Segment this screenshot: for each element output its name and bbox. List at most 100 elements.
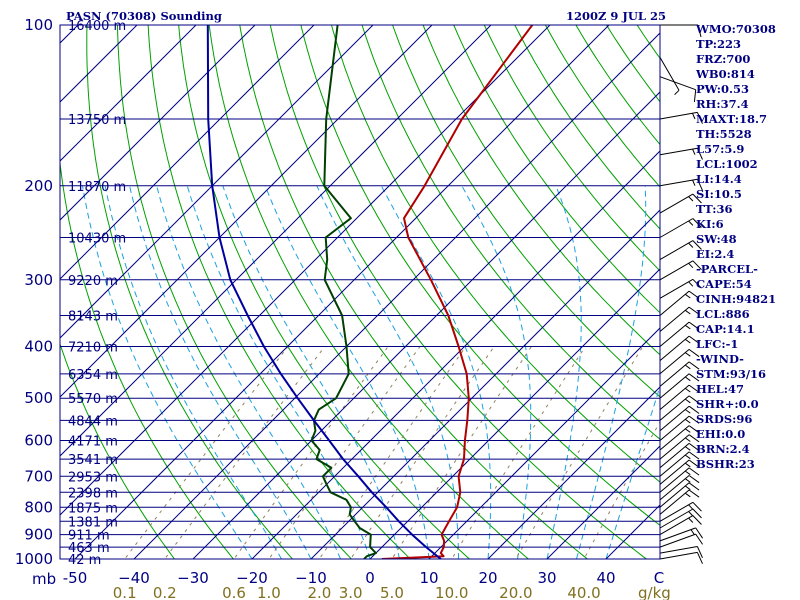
- wind-barb: [659, 546, 703, 559]
- wind-barb: [659, 551, 703, 564]
- plot-frame: [59, 24, 661, 560]
- isotherm: [369, 268, 660, 559]
- height-label: 11870 m: [68, 180, 126, 195]
- index-value: CAPE:54: [696, 277, 752, 291]
- mixing-ratio-line: [451, 346, 586, 559]
- pressure-tick-label: 100: [24, 16, 53, 34]
- mixing-ratio-tick-label: 1.0: [257, 584, 281, 600]
- dry-adiabat: [483, 25, 660, 272]
- wind-barb: [659, 475, 700, 501]
- dry-adiabat: [60, 158, 235, 559]
- index-value: LCL:1002: [696, 157, 758, 171]
- mixing-ratio-tick-label: 0.1: [113, 584, 137, 600]
- index-value: -PARCEL-: [696, 262, 758, 276]
- temperature-unit-label: C: [654, 569, 664, 587]
- pressure-tick-label: 500: [24, 389, 53, 407]
- height-label: 3541 m: [68, 453, 118, 468]
- height-label: 1875 m: [68, 501, 118, 516]
- index-value: SHR+:0.0: [696, 397, 759, 411]
- moist-adiabat: [380, 185, 492, 559]
- height-label: 5570 m: [68, 392, 118, 407]
- index-value: -WIND-: [696, 352, 744, 366]
- index-value: MAXT:18.7: [696, 112, 767, 126]
- isotherm: [60, 25, 256, 221]
- index-value: CINH:94821: [696, 292, 777, 306]
- wind-barb: [659, 278, 702, 299]
- wind-barb: [659, 321, 700, 347]
- isotherm: [487, 386, 660, 559]
- mixing-ratio-line: [164, 346, 326, 559]
- dry-adiabat: [60, 342, 176, 559]
- isotherm: [60, 25, 433, 398]
- mixing-ratio-tick-label: 20.0: [499, 584, 532, 600]
- height-label: 4171 m: [68, 435, 118, 450]
- height-label: 8143 m: [68, 310, 118, 325]
- wind-barb: [659, 501, 702, 522]
- index-value: L57:5.9: [696, 142, 745, 156]
- indices-panel: WMO:70308 TP:223 FRZ:700 WB0:814 PW:0.53 RH:3…: [696, 22, 800, 472]
- isotherm: [60, 25, 551, 516]
- pressure-tick-label: 600: [24, 432, 53, 450]
- datetime-label: 1200Z 9 JUL 25: [566, 9, 666, 23]
- pressure-tick-label: 1000: [15, 550, 53, 568]
- wind-barb: [659, 76, 697, 103]
- index-value: CAP:14.1: [696, 322, 755, 336]
- dry-adiabat: [239, 25, 589, 559]
- isotherm: [74, 25, 610, 559]
- mixing-ratio-tick-label: 3.0: [339, 584, 363, 600]
- wind-barb: [659, 178, 703, 191]
- index-value: BSHR:23: [696, 457, 755, 471]
- dry-adiabat: [86, 25, 294, 559]
- wind-barb: [659, 395, 700, 421]
- dry-adiabat: [178, 25, 471, 559]
- wind-barb: [659, 335, 700, 361]
- dry-adiabat: [514, 25, 660, 230]
- temperature-tick-label: 0: [365, 569, 375, 587]
- dry-adiabat: [575, 25, 660, 146]
- height-label: 2953 m: [68, 470, 118, 485]
- index-value: SRDS:96: [696, 412, 753, 426]
- wind-barb: [659, 467, 700, 493]
- mixing-ratio-line: [391, 346, 532, 559]
- index-value: SW:48: [696, 232, 737, 246]
- temperature-tick-label: −10: [295, 569, 327, 587]
- dry-adiabat: [544, 25, 660, 188]
- moist-adiabat: [576, 185, 647, 559]
- isotherm: [60, 25, 79, 44]
- wind-barb: [659, 260, 702, 281]
- isotherm: [546, 445, 660, 559]
- height-label: 4844 m: [68, 414, 118, 429]
- index-value: PW:0.53: [696, 82, 750, 96]
- moist-adiabat: [129, 185, 312, 559]
- pressure-tick-label: 900: [24, 526, 53, 544]
- diagram-background-lines: [60, 25, 660, 559]
- parcel-profile: [206, 25, 442, 559]
- wind-barb: [659, 147, 703, 160]
- index-value: TH:5528: [696, 127, 752, 141]
- index-value: TT:36: [696, 202, 733, 216]
- temperature-tick-label: 20: [478, 569, 497, 587]
- height-label: 42 m: [68, 553, 101, 568]
- wind-barb: [659, 348, 700, 375]
- temperature-tick-label: −40: [118, 569, 150, 587]
- wind-barb: [659, 459, 700, 485]
- height-label: 6354 m: [68, 368, 118, 383]
- temperature-tick-label: 40: [596, 569, 615, 587]
- temperature-tick-label: 10: [419, 569, 438, 587]
- height-label: 7210 m: [68, 341, 118, 356]
- wind-barb: [659, 425, 700, 451]
- wind-barb: [659, 482, 700, 508]
- wind-barb: [660, 24, 702, 38]
- pressure-unit-label: mb: [32, 570, 56, 588]
- wind-barb: [659, 415, 700, 441]
- moist-adiabat: [461, 185, 532, 559]
- height-label: 16400 m: [68, 19, 126, 34]
- wind-barb: [659, 290, 700, 316]
- index-value: TP:223: [696, 37, 742, 51]
- moist-adiabat: [316, 185, 459, 559]
- index-value: FRZ:700: [696, 52, 751, 66]
- wind-barb: [659, 405, 700, 432]
- pressure-tick-label: 200: [24, 177, 53, 195]
- index-value: SI:10.5: [696, 187, 742, 201]
